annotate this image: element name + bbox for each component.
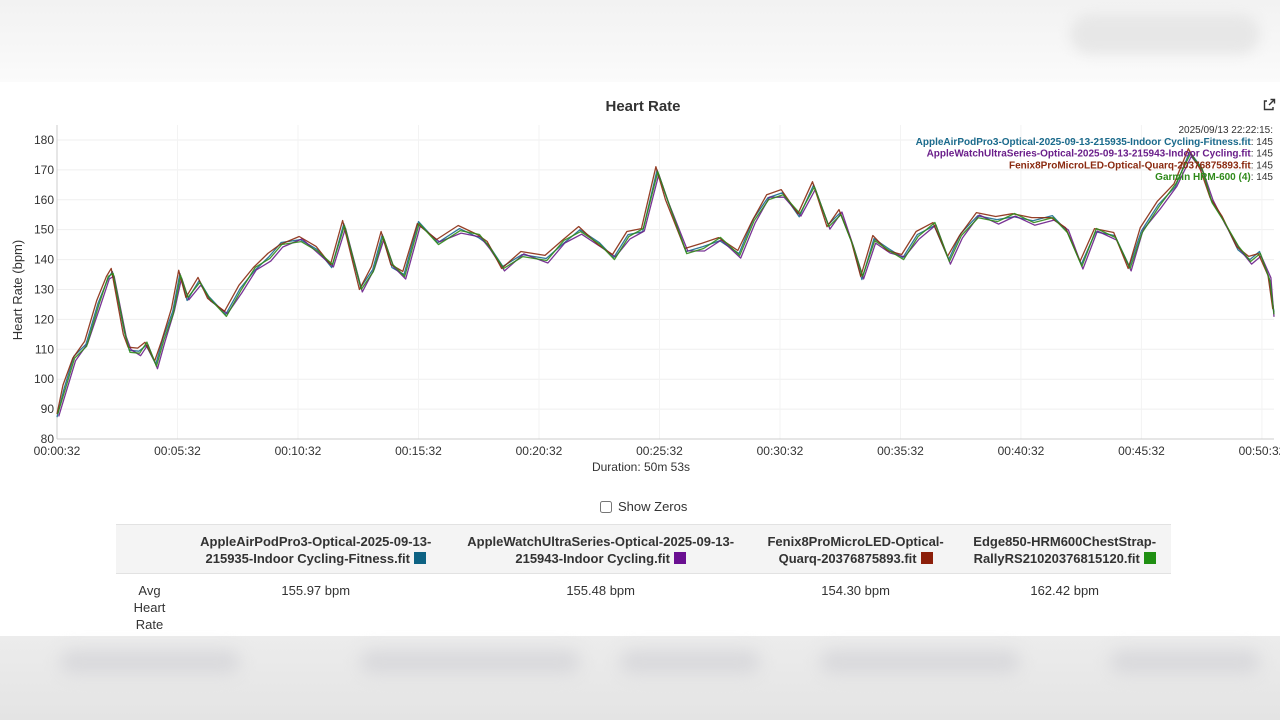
- chart-card: 80 90 100 110 120 130 140 150 160 170 180 00:00:32 0…: [0, 82, 1280, 636]
- tooltip-series-value: : 145: [1251, 172, 1274, 183]
- series-color-swatch: [1143, 552, 1156, 564]
- y-tick-label: 120: [34, 312, 54, 326]
- series-color-swatch: [673, 552, 686, 564]
- heart-rate-chart: 80 90 100 110 120 130 140 150 160 170 180 00:00:32 0…: [10, 125, 1280, 474]
- blurred-footer-element: [620, 650, 760, 674]
- stats-corner-cell: [116, 525, 183, 574]
- x-tick-label: 00:30:32: [757, 444, 804, 458]
- tooltip-entry: AppleWatchUltraSeries-Optical-2025-09-13…: [927, 149, 1274, 160]
- tooltip-series-value: : 145: [1251, 137, 1274, 148]
- show-zeros-toggle[interactable]: Show Zeros: [600, 499, 687, 514]
- show-zeros-checkbox[interactable]: [600, 500, 612, 513]
- x-tick-label: 00:50:32: [1239, 444, 1280, 458]
- expand-icon[interactable]: [1262, 98, 1276, 112]
- series-color-swatch: [413, 552, 426, 564]
- tooltip-timestamp: 2025/09/13 22:22:15:: [1178, 125, 1273, 136]
- avg-value-edge: 162.42 bpm: [1030, 583, 1100, 598]
- avg-value-fenix: 154.30 bpm: [821, 583, 890, 598]
- blurred-footer-element: [360, 650, 580, 674]
- blurred-footer-backdrop: [0, 636, 1280, 720]
- y-tick-label: 140: [34, 253, 54, 267]
- tooltip-entry: AppleAirPodPro3-Optical-2025-09-13-21593…: [916, 137, 1274, 148]
- avg-heart-rate-row: Avg Heart Rate 155.97 bpm 155.48 bpm 154.3…: [116, 574, 1171, 642]
- x-tick-label: 00:10:32: [275, 444, 322, 458]
- x-axis-title: Duration: 50m 53s: [592, 460, 690, 474]
- y-tick-label: 80: [41, 432, 55, 446]
- series-line: [57, 153, 1275, 415]
- y-tick-label: 150: [34, 223, 54, 237]
- chart-title: Heart Rate: [605, 98, 681, 115]
- x-tick-label: 00:25:32: [636, 444, 683, 458]
- x-tick-label: 00:45:32: [1118, 444, 1165, 458]
- y-tick-label: 180: [34, 133, 54, 147]
- row-label: Avg Heart Rate: [133, 583, 166, 632]
- x-tick-label: 00:05:32: [154, 444, 201, 458]
- tooltip-series-label: Garmin HRM-600 (4): [1155, 172, 1251, 183]
- tooltip-entry: Garmin HRM-600 (4): 145: [1155, 172, 1273, 183]
- x-tick-label: 00:00:32: [34, 444, 81, 458]
- x-tick-label: 00:40:32: [998, 444, 1045, 458]
- y-axis-title: Heart Rate (bpm): [10, 240, 25, 340]
- x-tick-label: 00:35:32: [877, 444, 924, 458]
- tooltip-series-value: : 145: [1251, 149, 1274, 160]
- x-tick-label: 00:15:32: [395, 444, 442, 458]
- y-tick-label: 110: [35, 342, 54, 356]
- y-tick-label: 90: [41, 402, 55, 416]
- avg-value-apple-watch: 155.48 bpm: [566, 583, 635, 598]
- tooltip-series-label: AppleAirPodPro3-Optical-2025-09-13-21593…: [916, 137, 1252, 148]
- y-tick-label: 130: [34, 282, 54, 296]
- y-tick-label: 170: [34, 163, 54, 177]
- tooltip-series-label: AppleWatchUltraSeries-Optical-2025-09-13…: [927, 149, 1252, 160]
- column-header-apple-watch: AppleWatchUltraSeries-Optical-2025-09-13…: [467, 534, 735, 566]
- column-header-edge: Edge850-HRM600ChestStrap- RallyRS21020376…: [973, 534, 1157, 566]
- avg-value-airpods: 155.97 bpm: [281, 583, 351, 598]
- column-header-fenix: Fenix8ProMicroLED-Optical- Quarq-20376875…: [767, 534, 944, 566]
- blurred-footer-element: [1110, 650, 1260, 674]
- blurred-header-backdrop: [0, 0, 1280, 82]
- blurred-footer-element: [60, 650, 240, 674]
- y-tick-label: 100: [34, 372, 54, 386]
- tooltip-entry: Fenix8ProMicroLED-Optical-Quarq-20376875…: [1009, 160, 1273, 171]
- stats-header-row: AppleAirPodPro3-Optical-2025-09-13- 21593…: [116, 524, 1171, 574]
- column-header-airpods: AppleAirPodPro3-Optical-2025-09-13- 21593…: [200, 534, 432, 566]
- blurred-header-element: [1070, 14, 1260, 54]
- x-tick-label: 00:20:32: [516, 444, 563, 458]
- blurred-footer-element: [820, 650, 1020, 674]
- series-line: [56, 148, 1274, 415]
- stats-table: AppleAirPodPro3-Optical-2025-09-13- 21593…: [116, 524, 1171, 641]
- series-color-swatch: [920, 552, 933, 564]
- show-zeros-label: Show Zeros: [618, 499, 688, 514]
- tooltip-series-value: : 145: [1251, 160, 1274, 171]
- y-tick-label: 160: [34, 193, 54, 207]
- tooltip-series-label: Fenix8ProMicroLED-Optical-Quarq-20376875…: [1009, 160, 1251, 171]
